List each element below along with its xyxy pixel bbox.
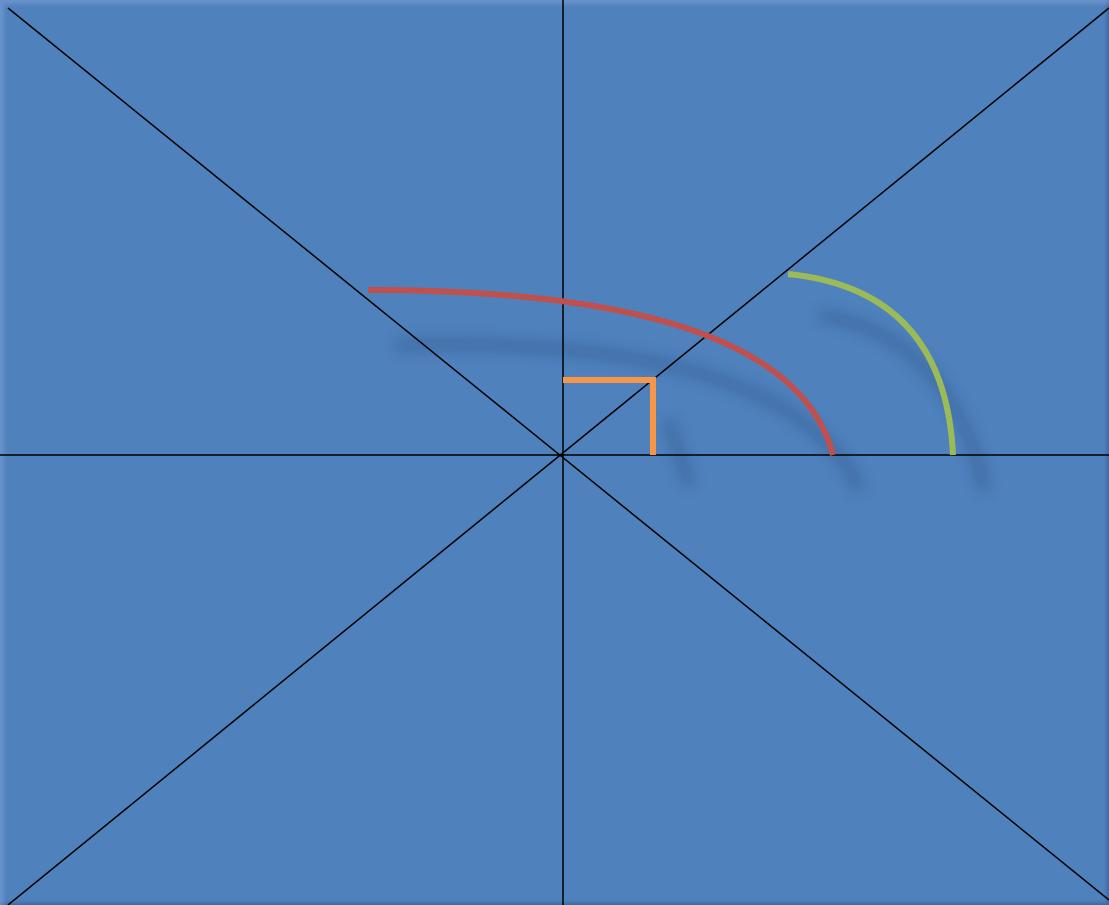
shape-shadows — [394, 310, 990, 493]
obtuse-angle-arc — [367, 287, 836, 456]
right-angle-marker — [563, 377, 656, 455]
diagonal-line-down — [7, 7, 1109, 901]
acute-angle-arc — [787, 271, 956, 456]
diagonal-line-up — [7, 7, 1109, 905]
